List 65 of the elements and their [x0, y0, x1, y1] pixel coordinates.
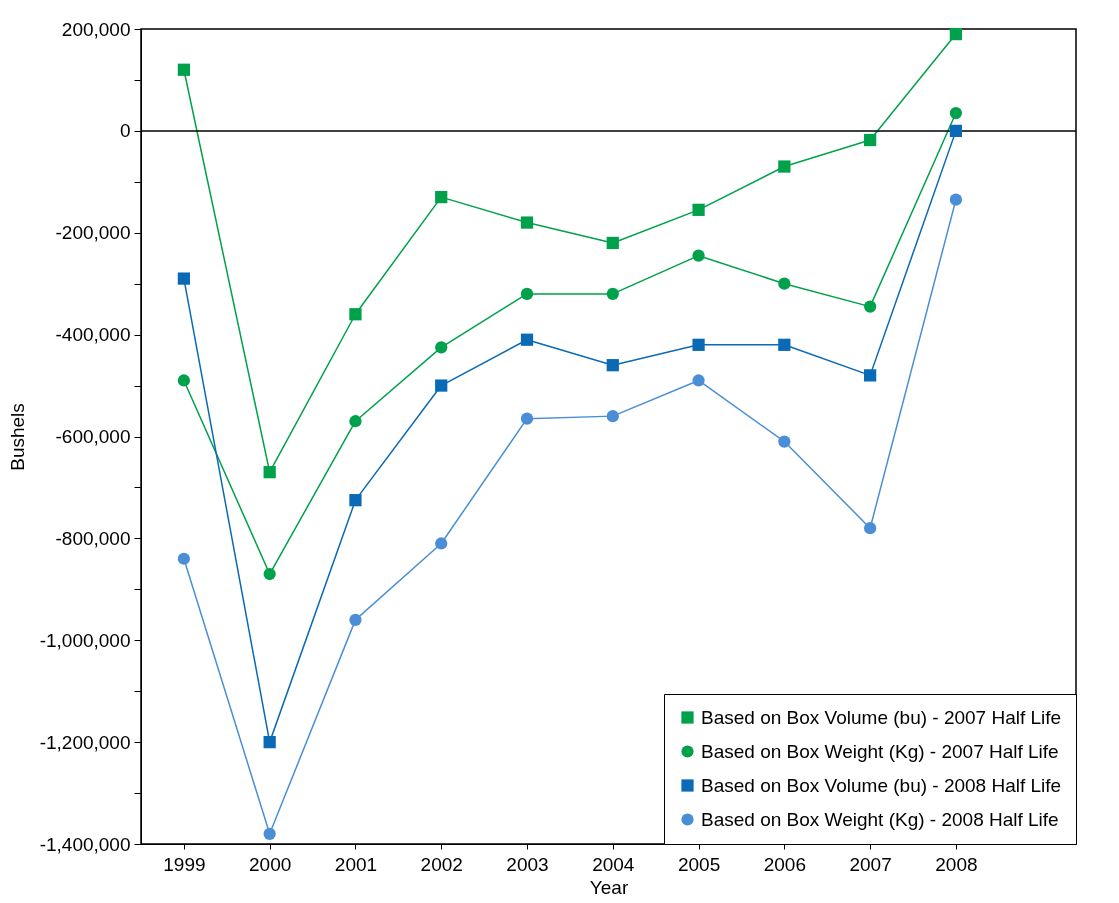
point	[263, 736, 276, 749]
point	[778, 435, 791, 448]
y-tick-label: -1,200,000	[39, 731, 131, 753]
point	[263, 827, 276, 840]
y-tick-label: -1,000,000	[39, 629, 131, 651]
point	[349, 415, 362, 428]
point	[177, 552, 191, 565]
y-tick-label: -400,000	[55, 324, 131, 346]
point	[949, 124, 963, 137]
legend-label: Based on Box Weight (Kg) - 2008 Half Life	[701, 808, 1059, 830]
point	[520, 216, 534, 229]
point	[606, 359, 619, 372]
point	[778, 338, 791, 351]
point	[692, 249, 705, 262]
x-tick-label: 2003	[506, 853, 549, 875]
point	[349, 613, 362, 626]
y-tick-label: 200,000	[61, 18, 131, 40]
point	[177, 63, 191, 76]
point	[949, 193, 963, 206]
point	[349, 308, 362, 321]
y-axis-title: Bushels	[6, 403, 28, 471]
point	[692, 338, 705, 351]
point	[864, 369, 877, 382]
point	[606, 236, 619, 250]
point	[177, 374, 191, 387]
x-tick-label: 2006	[763, 853, 806, 875]
legend-label: Based on Box Weight (Kg) - 2007 Half Life	[701, 740, 1059, 762]
x-tick-label: 2001	[334, 853, 378, 875]
point	[349, 494, 362, 507]
point	[949, 27, 963, 41]
point	[435, 379, 448, 392]
y-tick-label: -1,400,000	[39, 833, 131, 855]
point	[435, 537, 448, 550]
point	[435, 341, 448, 354]
point	[949, 106, 963, 120]
x-tick-label: 2007	[849, 853, 892, 875]
point	[520, 412, 534, 425]
x-tick-label: 2004	[592, 853, 635, 875]
point	[263, 466, 276, 479]
x-tick-label: 1999	[163, 853, 206, 875]
point	[606, 410, 619, 423]
point	[864, 133, 877, 147]
point	[692, 374, 705, 387]
x-tick-label: 2005	[677, 853, 721, 875]
x-tick-label: 2000	[249, 853, 292, 875]
y-tick-label: 0	[119, 120, 131, 142]
legend-label: Based on Box Volume (bu) - 2008 Half Life	[701, 774, 1062, 796]
point	[606, 287, 619, 300]
legend-label: Based on Box Volume (bu) - 2007 Half Life	[701, 706, 1062, 728]
point	[263, 567, 276, 581]
y-tick-label: -600,000	[55, 426, 131, 447]
y-tick-label: -800,000	[55, 527, 131, 549]
point	[778, 277, 791, 290]
x-tick-label: 2008	[935, 853, 978, 875]
point	[864, 522, 877, 535]
x-tick-label: 2002	[420, 853, 463, 875]
y-tick-label: -200,000	[55, 222, 131, 244]
point	[692, 203, 705, 216]
point	[778, 160, 791, 173]
point	[177, 272, 191, 285]
point	[864, 300, 877, 313]
point	[520, 333, 534, 346]
x-axis-title: Year	[589, 876, 629, 898]
point	[520, 287, 534, 300]
point	[435, 190, 448, 204]
